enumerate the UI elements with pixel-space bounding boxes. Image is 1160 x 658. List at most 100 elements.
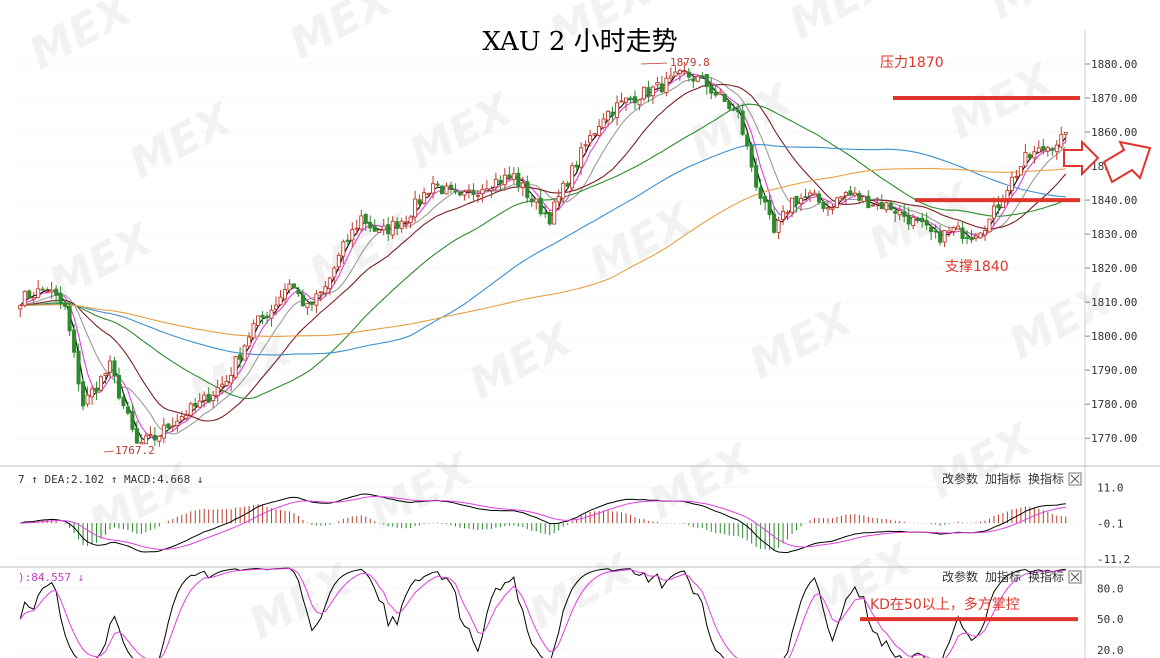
candle-body (1041, 146, 1046, 151)
candle-body (211, 394, 216, 401)
candle-body (807, 192, 813, 197)
candle-body (632, 96, 638, 104)
candle-body (556, 196, 561, 203)
watermark: MEX (941, 53, 1062, 150)
direction-arrow-icon (1063, 139, 1100, 177)
macd-dea-line (20, 496, 1066, 550)
candle-body (772, 213, 777, 233)
candle-body (444, 185, 449, 195)
moving-average-line (20, 167, 1066, 337)
candle-body (426, 193, 431, 196)
candle-body (296, 289, 301, 295)
candle-body (718, 92, 723, 95)
candle-body (866, 195, 871, 209)
candle-body (911, 216, 916, 226)
candle-body (888, 202, 893, 211)
candle-body (238, 354, 243, 360)
candle-body (291, 283, 296, 289)
watermark: MEX (581, 193, 702, 290)
candle-body (619, 100, 624, 103)
candle-body (489, 188, 494, 191)
candle-body (601, 118, 606, 128)
candle-body (606, 110, 611, 121)
candle-body (686, 71, 691, 78)
watermark: MEX (281, 0, 402, 70)
candle-body (785, 212, 790, 215)
candle-body (552, 201, 557, 225)
candle-body (354, 227, 359, 230)
candle-body (969, 236, 974, 241)
candle-body (749, 145, 754, 168)
kd-k-line (19, 567, 1066, 658)
ytick-label: 1790.00 (1091, 364, 1137, 377)
watermark: MEX (981, 0, 1102, 30)
candle-body (498, 179, 503, 184)
moving-average-line (20, 103, 1066, 400)
candle-body (125, 406, 130, 414)
candle-body (233, 356, 238, 378)
candle-body (184, 415, 189, 419)
high-price-label: 1879.8 (670, 56, 710, 69)
candle-body (363, 213, 368, 224)
candle-body (188, 403, 193, 416)
candle-body (54, 288, 59, 296)
candle-body (902, 211, 907, 217)
candle-body (933, 230, 938, 233)
candle-body (973, 235, 979, 239)
low-price-pointer (103, 450, 115, 453)
candle-body (282, 289, 288, 300)
candle-body (58, 292, 63, 304)
candle-body (484, 188, 489, 191)
candle-body (579, 147, 584, 168)
candle-body (763, 196, 768, 203)
candle-body (1054, 144, 1059, 153)
candle-body (776, 220, 781, 233)
candle-body (323, 286, 328, 294)
ytick-label: 50.0 (1097, 613, 1124, 626)
watermark: MEX (121, 93, 242, 190)
candle-body (852, 192, 857, 196)
candle-body (731, 108, 736, 111)
candle-body (884, 202, 889, 211)
candle-body (368, 222, 373, 229)
candle-body (875, 202, 880, 205)
candle-body (372, 226, 377, 232)
candle-body (740, 110, 745, 135)
candle-body (839, 195, 844, 199)
candle-body (386, 224, 391, 235)
candle-body (229, 375, 234, 384)
candle-body (942, 230, 947, 243)
price-level-label: 压力1870 (880, 55, 944, 71)
candle-body (130, 411, 135, 430)
panel-control-button: 改参数 (942, 471, 978, 486)
candle-body (637, 99, 642, 106)
candle-body (134, 428, 139, 444)
candle-body (260, 314, 265, 318)
candle-body (265, 315, 270, 319)
candle-body (803, 196, 808, 199)
candle-body (570, 165, 575, 189)
candle-body (713, 91, 718, 96)
candle-body (956, 225, 961, 230)
kd-panel: ):84.557 ↓ KD在50以上，多方掌控 (18, 567, 1078, 658)
candle-body (502, 174, 507, 186)
candle-body (834, 197, 839, 208)
candle-body (879, 202, 884, 210)
candle-body (848, 190, 853, 196)
ytick-label: 1780.00 (1091, 398, 1137, 411)
candle-body (345, 239, 350, 242)
watermark: MEX (401, 83, 522, 180)
candle-body (193, 402, 198, 407)
candle-body (493, 178, 498, 188)
candle-body (996, 204, 1001, 209)
candle-body (1023, 152, 1028, 167)
candle-body (27, 290, 32, 299)
candle-body (1059, 134, 1064, 148)
candle-body (112, 360, 117, 377)
price-level-label: 支撑1840 (945, 259, 1009, 275)
ytick-label: 80.0 (1097, 582, 1124, 595)
candle-body (435, 183, 440, 186)
candle-body (76, 350, 81, 385)
